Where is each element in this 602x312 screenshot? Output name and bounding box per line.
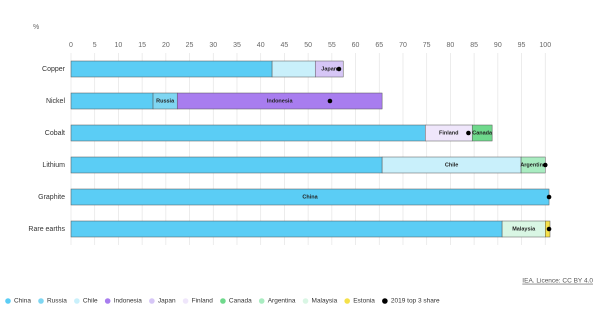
legend-label: Finland	[192, 298, 214, 305]
bar-segment	[271, 60, 316, 78]
legend-label: Malaysia	[312, 298, 338, 305]
legend-swatch	[149, 298, 155, 304]
segment-label: Malaysia	[512, 226, 536, 232]
segment-label: Russia	[156, 98, 175, 104]
segment-label: Finland	[439, 130, 459, 136]
x-tick-label: 50	[304, 42, 312, 49]
x-tick-label: 30	[209, 42, 217, 49]
legend-label: Indonesia	[114, 298, 143, 305]
top3-dot	[327, 98, 333, 104]
segment-label: Argentina	[520, 162, 547, 168]
top3-dot	[546, 194, 552, 200]
legend-swatch	[182, 298, 189, 304]
category-label: Lithium	[42, 162, 65, 169]
legend-label: Japan	[158, 298, 176, 305]
legend-swatch	[302, 298, 309, 304]
x-tick-label: 95	[518, 42, 526, 49]
x-tick-label: 10	[115, 42, 123, 49]
legend-label: Estonia	[353, 298, 375, 305]
bar-segment	[70, 156, 383, 174]
legend-swatch	[38, 298, 44, 304]
bar-segment	[176, 92, 383, 110]
x-tick-label: 85	[470, 42, 478, 49]
top3-dot	[466, 130, 471, 136]
x-tick-label: 90	[494, 42, 502, 49]
x-tick-label: 40	[257, 42, 265, 49]
bar-segment	[471, 124, 493, 142]
top3-dot	[542, 162, 548, 168]
x-tick-label: 15	[138, 42, 146, 49]
x-tick-label: 60	[352, 42, 360, 49]
legend-label: Chile	[83, 298, 98, 305]
bar-segment	[70, 124, 426, 142]
x-tick-label: 70	[399, 42, 407, 49]
segment-label: Indonesia	[267, 98, 294, 104]
legend-label: China	[14, 298, 31, 305]
legend-swatch	[258, 298, 265, 304]
legend-swatch	[104, 298, 111, 304]
source: IEA. Licence: CC BY 4.0	[522, 278, 593, 285]
top3-dot	[546, 226, 552, 232]
x-tick-label: 65	[375, 42, 383, 49]
x-tick-label: 5	[93, 42, 97, 49]
segment-label: Chile	[445, 162, 458, 168]
legend-label: Canada	[229, 298, 252, 305]
legend-label: Russia	[47, 298, 67, 305]
bar-segment	[70, 60, 273, 78]
segment-label: China	[302, 194, 318, 200]
x-tick-label: 100	[539, 42, 551, 49]
legend-swatch	[344, 298, 350, 304]
legend-swatch	[74, 298, 80, 304]
bar-segment	[314, 60, 344, 78]
x-tick-label: 75	[423, 42, 431, 49]
bar-segment	[70, 220, 503, 238]
segment-label: Japan	[321, 66, 338, 72]
x-tick-label: 45	[281, 42, 289, 49]
legend-label: Argentina	[268, 298, 296, 305]
x-tick-label: 55	[328, 42, 336, 49]
category-label: Rare earths	[28, 226, 65, 233]
legend-swatch	[5, 298, 11, 304]
category-label: Nickel	[46, 98, 66, 105]
x-tick-label: 25	[186, 42, 194, 49]
category-label: Cobalt	[45, 130, 65, 137]
x-tick-label: 20	[162, 42, 170, 49]
x-tick-label: 35	[233, 42, 241, 49]
x-tick-label: 0	[69, 42, 73, 49]
axis-unit: %	[33, 24, 39, 31]
x-tick-label: 80	[447, 42, 455, 49]
bar-segment	[70, 92, 154, 110]
legend-swatch	[220, 298, 226, 304]
top3-dot	[336, 66, 342, 72]
segment-label: Canada	[472, 130, 493, 136]
category-label: Graphite	[38, 194, 65, 201]
legend-swatch	[382, 298, 388, 304]
category-label: Copper	[42, 66, 66, 73]
legend-label: 2019 top 3 share	[391, 298, 440, 305]
